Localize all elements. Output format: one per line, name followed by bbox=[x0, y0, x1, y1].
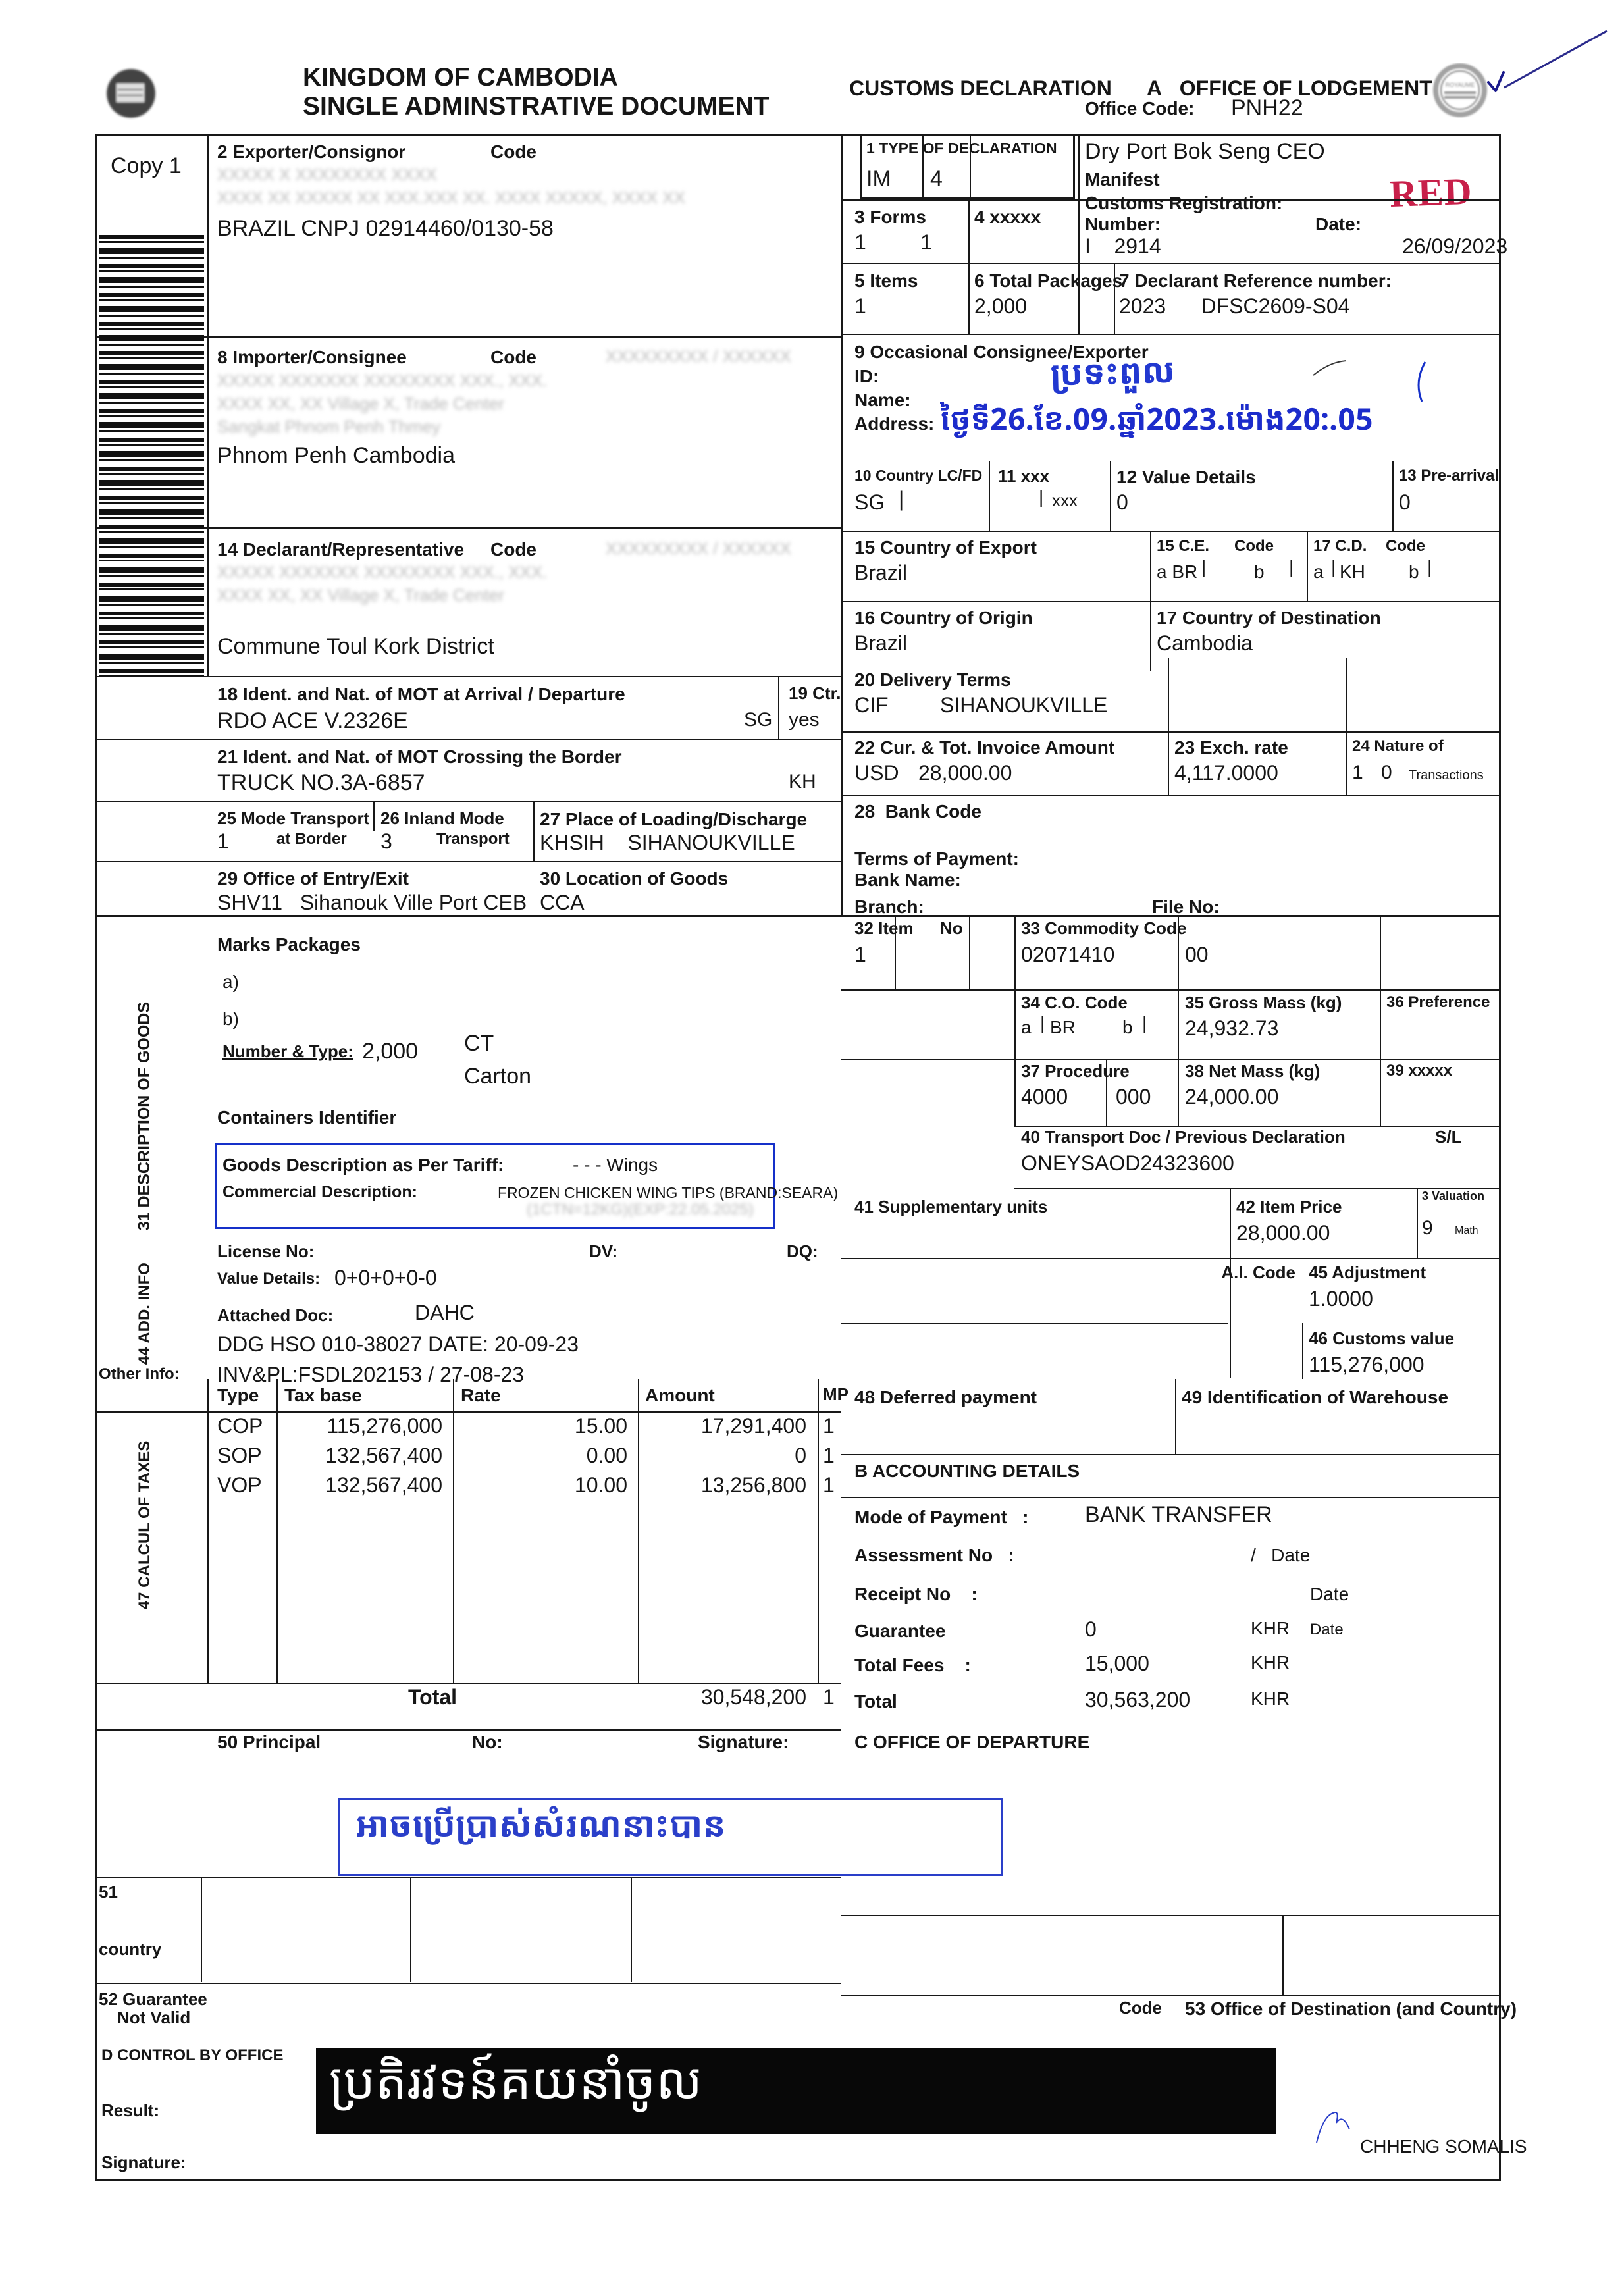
svg-text:ROYAUME: ROYAUME bbox=[1446, 82, 1475, 88]
